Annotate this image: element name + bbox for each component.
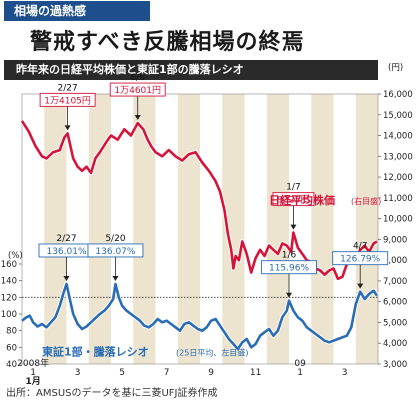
annotation-arrow <box>63 275 70 281</box>
source-note: 出所：AMSUSのデータを基に三菱UFJ証券作成 <box>6 388 218 399</box>
x-tick-label: 7 <box>164 368 170 378</box>
annotation-arrow <box>64 125 71 131</box>
left-tick-label: 100 <box>1 310 17 320</box>
month-band <box>266 94 289 364</box>
right-tick-label: 15,000 <box>383 111 413 121</box>
month-band <box>133 94 156 364</box>
annotation-arrow <box>290 224 297 230</box>
right-tick-label: 3,000 <box>383 360 407 370</box>
right-tick-label: 5,000 <box>383 318 407 328</box>
axis-labels: 3,000 4,000 5,000 6,000 7,000 8,000 9,000 10,00… <box>1 63 413 387</box>
annotation-date: 5/20 <box>105 234 125 244</box>
nikkei-series-label: 日経平均株価 <box>269 193 335 207</box>
annotation-date: 2/27 <box>56 234 76 244</box>
nikkei-line <box>20 120 378 281</box>
ratio-series-note: (25日平均、左目盛) <box>176 348 248 358</box>
x-tick-label: 3 <box>342 368 348 378</box>
right-tick-label: 16,000 <box>383 90 413 100</box>
advance-decline-line <box>21 282 378 351</box>
right-tick-label: 8,000 <box>383 256 407 266</box>
x-year-label: 2008年 <box>17 357 49 369</box>
x-tick-label: 5 <box>119 368 125 378</box>
annotation-arrow <box>112 275 119 281</box>
gridlines <box>19 93 381 365</box>
right-tick-label: 9,000 <box>383 235 407 245</box>
month-band <box>355 94 378 364</box>
right-tick-label: 7,000 <box>383 277 407 287</box>
left-tick-label: 80 <box>6 327 17 337</box>
annotation-value: 136.01% <box>46 247 86 257</box>
right-tick-label: 11,000 <box>383 194 413 204</box>
right-tick-label: 13,000 <box>383 152 413 162</box>
annotation-value: 1万4105円 <box>44 95 91 106</box>
annotation-arrow <box>357 283 364 289</box>
section-tag: 相場の過熱感 <box>4 1 150 21</box>
annotation-value: 1万4601円 <box>114 85 161 96</box>
article-headline: 警戒すべき反騰相場の終焉 <box>30 29 305 55</box>
annotation-box <box>87 243 144 258</box>
annotations: 2/27 1万4105円 6/6 1万4601円 1/7 9325円 2/27 136.01%… <box>38 73 389 298</box>
left-tick-label: 140 <box>1 277 17 287</box>
series-lines <box>20 119 379 352</box>
x-first-month-label: 1月 <box>25 376 40 387</box>
left-tick-label: 40 <box>6 360 17 370</box>
right-tick-label: 10,000 <box>383 215 413 225</box>
left-axis-unit: (%) <box>8 251 23 261</box>
x-tick-label: 11 <box>250 368 261 378</box>
right-tick-label: 4,000 <box>383 339 407 349</box>
x-tick-label: 3 <box>75 368 81 378</box>
x-tick-label: 9 <box>208 368 214 378</box>
annotation-date: 1/6 <box>282 251 297 261</box>
annotation-value: 136.07% <box>95 247 135 257</box>
nikkei-series-note: (右目盛) <box>351 196 381 206</box>
right-tick-label: 6,000 <box>383 298 407 308</box>
x-tick-label: 1 <box>30 368 36 378</box>
annotation-arrow <box>134 115 141 121</box>
annotation-value: 126.79% <box>340 255 380 265</box>
chart-title: 昨年来の日経平均株価と東証1部の騰落レシオ <box>4 60 378 80</box>
left-tick-label: 120 <box>1 293 17 303</box>
right-tick-label: 12,000 <box>383 173 413 183</box>
plot-frame <box>21 93 379 365</box>
series-labels: 日経平均株価 (右目盛) 東証1部・騰落レシオ (25日平均、左目盛) <box>42 193 381 359</box>
annotation-date: 2/27 <box>58 83 78 93</box>
month-band <box>311 94 334 364</box>
annotation-date: 4/7 <box>353 242 367 252</box>
left-tick-label: 60 <box>6 343 17 353</box>
month-band <box>222 94 245 364</box>
annotation-value: 9325円 <box>277 195 309 206</box>
annotation-date: 6/6 <box>130 73 145 83</box>
x-tick-label: 1 <box>297 368 303 378</box>
ratio-series-label: 東証1部・騰落レシオ <box>42 345 149 359</box>
annotation-date: 1/7 <box>286 183 300 193</box>
right-tick-label: 14,000 <box>383 132 413 142</box>
right-axis-unit: (円) <box>388 63 403 73</box>
left-tick-label: 160 <box>1 260 17 270</box>
annotation-arrow <box>286 292 292 298</box>
x-year-label: 09 <box>294 359 306 369</box>
annotation-value: 115.96% <box>269 264 309 274</box>
